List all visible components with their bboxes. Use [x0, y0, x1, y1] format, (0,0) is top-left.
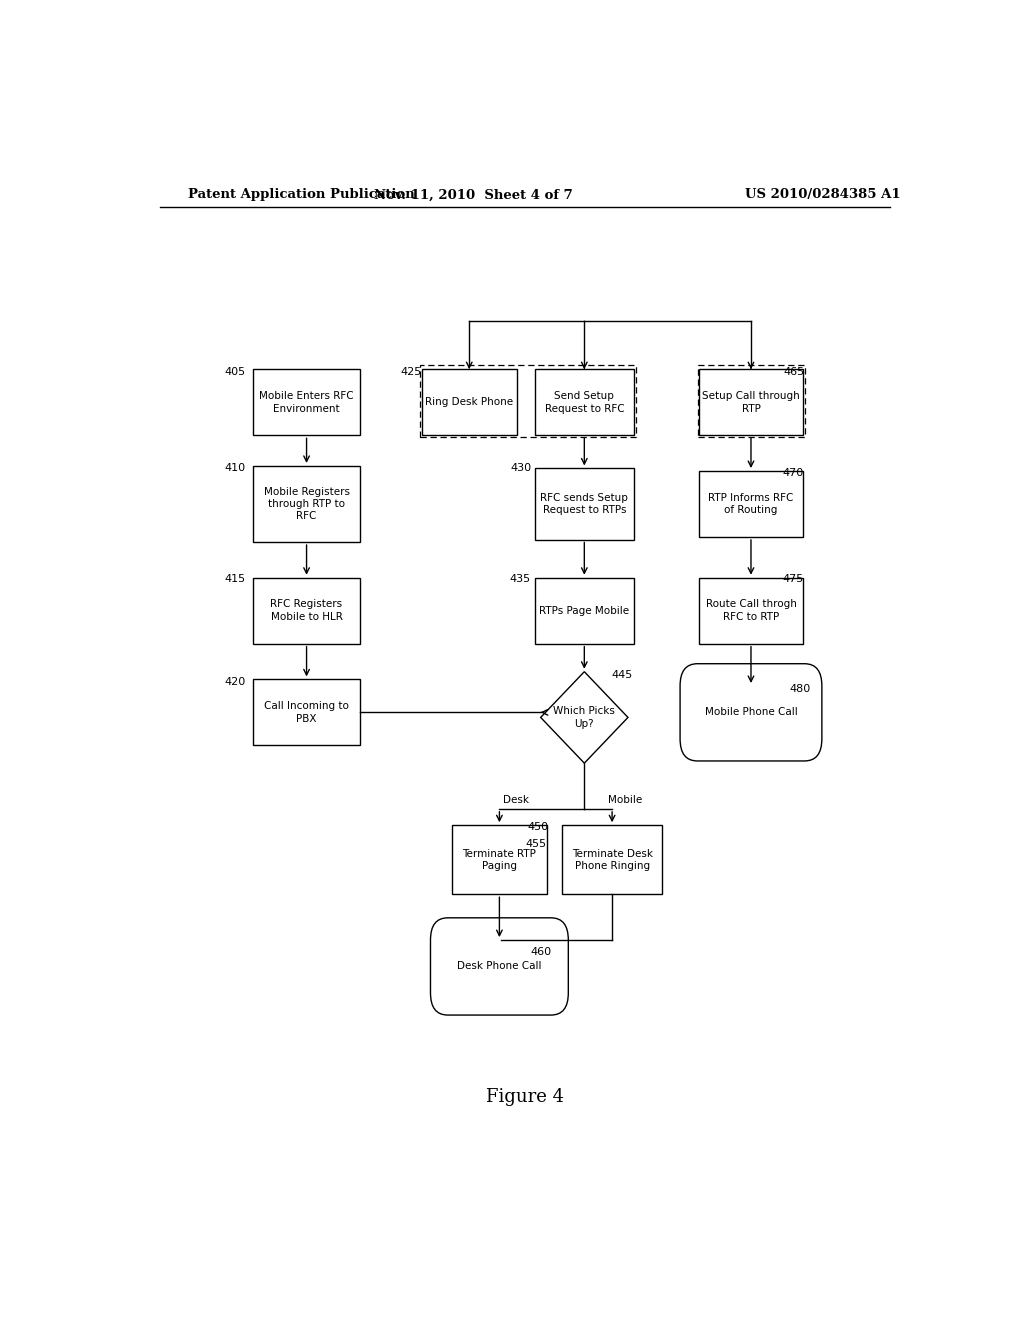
- Bar: [253, 680, 360, 746]
- Text: Setup Call through
RTP: Setup Call through RTP: [702, 391, 800, 413]
- Bar: [452, 825, 547, 894]
- FancyBboxPatch shape: [430, 917, 568, 1015]
- Text: RFC Registers
Mobile to HLR: RFC Registers Mobile to HLR: [270, 599, 343, 622]
- Text: 480: 480: [790, 684, 811, 694]
- Text: 420: 420: [224, 677, 246, 686]
- Text: Mobile Phone Call: Mobile Phone Call: [705, 708, 798, 717]
- Text: 460: 460: [530, 948, 552, 957]
- Text: Patent Application Publication: Patent Application Publication: [187, 189, 415, 202]
- Bar: [535, 370, 634, 436]
- Polygon shape: [541, 672, 628, 763]
- Text: 410: 410: [224, 463, 246, 474]
- Text: 435: 435: [509, 574, 530, 585]
- Text: Terminate Desk
Phone Ringing: Terminate Desk Phone Ringing: [571, 849, 652, 871]
- Text: Mobile Enters RFC
Environment: Mobile Enters RFC Environment: [259, 391, 354, 413]
- Text: RTP Informs RFC
of Routing: RTP Informs RFC of Routing: [709, 492, 794, 515]
- Bar: [253, 370, 360, 436]
- Bar: [699, 578, 803, 644]
- Text: RTPs Page Mobile: RTPs Page Mobile: [540, 606, 630, 615]
- Text: RFC sends Setup
Request to RTPs: RFC sends Setup Request to RTPs: [541, 492, 629, 515]
- Text: Figure 4: Figure 4: [485, 1088, 564, 1106]
- Text: 445: 445: [611, 669, 633, 680]
- Text: Desk: Desk: [504, 795, 529, 805]
- Text: Mobile: Mobile: [608, 795, 642, 805]
- Text: 415: 415: [224, 574, 246, 585]
- Text: Route Call throgh
RFC to RTP: Route Call throgh RFC to RTP: [706, 599, 797, 622]
- Text: Terminate RTP
Paging: Terminate RTP Paging: [463, 849, 537, 871]
- Text: 405: 405: [224, 367, 246, 376]
- Bar: [420, 364, 636, 437]
- Text: Desk Phone Call: Desk Phone Call: [457, 961, 542, 972]
- Text: 475: 475: [783, 574, 804, 585]
- Bar: [535, 578, 634, 644]
- Bar: [253, 578, 360, 644]
- Text: Send Setup
Request to RFC: Send Setup Request to RFC: [545, 391, 625, 413]
- Bar: [535, 469, 634, 540]
- Text: Which Picks
Up?: Which Picks Up?: [553, 706, 615, 729]
- Text: Call Incoming to
PBX: Call Incoming to PBX: [264, 701, 349, 723]
- Text: US 2010/0284385 A1: US 2010/0284385 A1: [744, 189, 900, 202]
- Bar: [562, 825, 662, 894]
- Text: 450: 450: [527, 822, 549, 832]
- Text: Mobile Registers
through RTP to
RFC: Mobile Registers through RTP to RFC: [263, 487, 349, 521]
- Bar: [699, 471, 803, 537]
- Bar: [422, 370, 517, 436]
- Text: 465: 465: [783, 367, 804, 376]
- Text: Ring Desk Phone: Ring Desk Phone: [425, 397, 513, 408]
- Text: 470: 470: [783, 469, 804, 478]
- Text: 455: 455: [525, 840, 546, 849]
- Bar: [253, 466, 360, 543]
- FancyBboxPatch shape: [680, 664, 822, 760]
- Text: Nov. 11, 2010  Sheet 4 of 7: Nov. 11, 2010 Sheet 4 of 7: [374, 189, 572, 202]
- Bar: [697, 364, 805, 437]
- Bar: [699, 370, 803, 436]
- Text: 430: 430: [510, 463, 531, 474]
- Text: 425: 425: [400, 367, 422, 376]
